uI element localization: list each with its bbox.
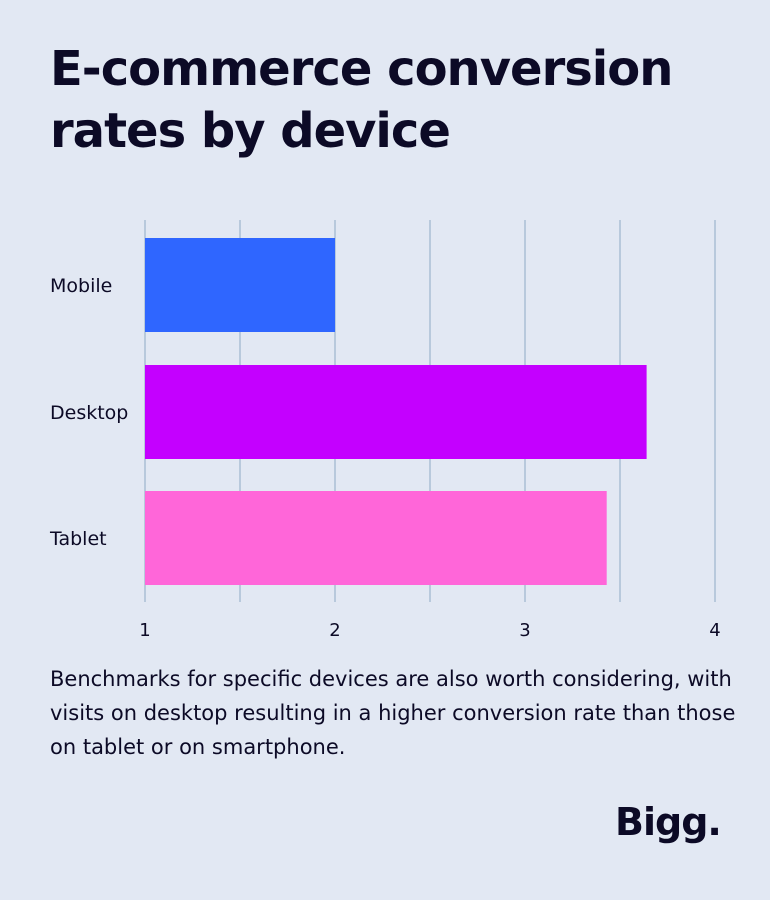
- bar-desktop: [145, 365, 647, 459]
- bar-chart: Mobile Desktop Tablet 1 2 3 4: [49, 220, 721, 641]
- category-labels: Mobile Desktop Tablet: [49, 275, 128, 550]
- category-label-mobile: Mobile: [50, 275, 112, 297]
- bar-mobile: [145, 238, 335, 332]
- tick-label: 1: [139, 620, 150, 641]
- chart-title: E-commerce conversion rates by device: [50, 41, 673, 159]
- category-label-tablet: Tablet: [49, 528, 107, 550]
- bigg-logo: Bigg.: [615, 800, 722, 844]
- tick-label: 3: [519, 620, 530, 641]
- tick-label: 2: [329, 620, 340, 641]
- bar-tablet: [145, 491, 607, 585]
- tick-labels: 1 2 3 4: [139, 620, 720, 641]
- chart-caption: Benchmarks for specific devices are also…: [50, 667, 736, 759]
- category-label-desktop: Desktop: [50, 402, 128, 424]
- tick-label: 4: [709, 620, 720, 641]
- bars: [145, 238, 647, 585]
